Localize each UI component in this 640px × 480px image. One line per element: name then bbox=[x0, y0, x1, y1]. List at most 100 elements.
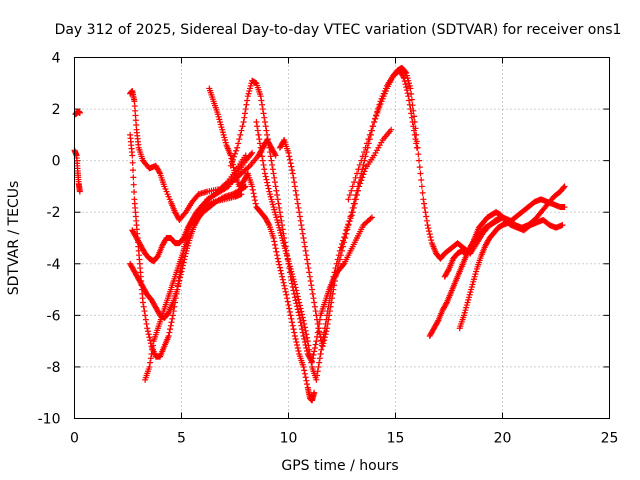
data-point-sample bbox=[304, 256, 311, 263]
data-point bbox=[371, 118, 378, 125]
chart-title: Day 312 of 2025, Sidereal Day-to-day VTE… bbox=[55, 22, 622, 38]
data-point-sample bbox=[342, 235, 349, 241]
data-point-sample bbox=[307, 277, 314, 284]
x-axis-label: GPS time / hours bbox=[281, 458, 398, 474]
data-point-sample bbox=[560, 184, 567, 191]
data-point-sample bbox=[262, 123, 269, 130]
data-point-sample bbox=[322, 331, 329, 338]
data-point-sample bbox=[294, 303, 301, 310]
data-point-sample bbox=[314, 372, 321, 379]
data-point-sample bbox=[278, 217, 285, 224]
data-point bbox=[407, 85, 414, 92]
data-point-sample bbox=[303, 377, 310, 384]
data-point bbox=[249, 149, 256, 156]
data-point bbox=[285, 149, 292, 156]
data-point-sample bbox=[266, 149, 273, 156]
data-point-sample bbox=[418, 176, 425, 183]
data-point-sample bbox=[297, 217, 304, 224]
data-point-sample bbox=[286, 153, 293, 160]
data-point-sample bbox=[275, 200, 282, 207]
data-point-sample bbox=[273, 187, 280, 194]
data-point-sample bbox=[316, 355, 323, 362]
data-point-sample bbox=[182, 253, 189, 260]
data-point-sample bbox=[296, 209, 303, 216]
x-tick-label: 5 bbox=[177, 431, 186, 447]
data-point-sample bbox=[176, 277, 183, 284]
data-point-sample bbox=[305, 265, 312, 272]
data-point-sample bbox=[403, 87, 410, 94]
data-point-sample bbox=[129, 159, 136, 166]
data-point-sample bbox=[400, 73, 407, 80]
data-point-sample bbox=[416, 164, 423, 171]
series-sat-n bbox=[441, 209, 566, 280]
data-point-sample bbox=[304, 260, 311, 267]
data-point bbox=[240, 118, 247, 125]
data-point-sample bbox=[356, 161, 363, 168]
data-point-sample bbox=[301, 239, 308, 246]
x-tick-label: 0 bbox=[70, 431, 79, 447]
x-tick-label: 15 bbox=[387, 431, 405, 447]
data-point-sample bbox=[256, 140, 263, 147]
data-point bbox=[257, 144, 264, 151]
data-point-sample bbox=[299, 314, 306, 321]
data-point-sample bbox=[323, 328, 330, 335]
data-point-sample bbox=[330, 286, 337, 293]
data-point-sample bbox=[423, 217, 430, 224]
data-point-sample bbox=[297, 305, 304, 312]
data-point-sample bbox=[308, 282, 315, 289]
data-point-sample bbox=[294, 306, 301, 313]
data-point-sample bbox=[341, 234, 348, 241]
data-point-sample bbox=[334, 265, 341, 272]
data-point-sample bbox=[130, 174, 137, 181]
data-point bbox=[144, 325, 151, 332]
data-point-sample bbox=[324, 320, 331, 327]
data-point-sample bbox=[274, 192, 281, 199]
data-point bbox=[261, 170, 268, 177]
data-point-sample bbox=[422, 209, 429, 216]
data-point-sample bbox=[265, 140, 272, 147]
data-point bbox=[368, 214, 375, 221]
data-point-sample bbox=[353, 187, 360, 194]
data-point-sample bbox=[310, 295, 317, 302]
data-point-sample bbox=[237, 131, 244, 138]
data-point-sample bbox=[147, 359, 154, 366]
data-point-sample bbox=[341, 239, 348, 246]
data-point bbox=[253, 118, 260, 125]
data-point-sample bbox=[307, 355, 314, 362]
data-point bbox=[270, 170, 277, 177]
data-point-sample bbox=[167, 326, 174, 333]
data-point-sample bbox=[278, 270, 285, 277]
data-point-sample bbox=[413, 131, 420, 138]
data-point-sample bbox=[286, 156, 293, 163]
y-tick-label: -10 bbox=[38, 412, 61, 428]
data-point-sample bbox=[145, 331, 152, 338]
data-point-sample bbox=[147, 355, 154, 362]
data-point bbox=[309, 358, 316, 365]
data-point-sample bbox=[329, 295, 336, 302]
data-point bbox=[304, 338, 311, 345]
data-point bbox=[266, 144, 273, 151]
data-point-sample bbox=[175, 280, 182, 287]
data-point-sample bbox=[294, 290, 301, 297]
data-point-sample bbox=[143, 320, 150, 327]
data-point bbox=[353, 170, 360, 177]
data-point bbox=[328, 299, 335, 306]
data-point-sample bbox=[296, 315, 303, 322]
data-point-sample bbox=[254, 127, 261, 134]
data-point-sample bbox=[250, 190, 257, 197]
data-point-sample bbox=[357, 180, 364, 187]
data-point-sample bbox=[343, 230, 350, 237]
data-point-sample bbox=[271, 174, 278, 181]
data-point-sample bbox=[269, 166, 276, 173]
data-point bbox=[351, 196, 358, 203]
series-sat-g bbox=[142, 137, 279, 383]
data-point-sample bbox=[286, 305, 293, 312]
data-point-sample bbox=[352, 174, 359, 181]
data-point-sample bbox=[402, 69, 409, 76]
data-point-sample bbox=[149, 342, 156, 349]
data-point-sample bbox=[368, 127, 375, 134]
data-point-sample bbox=[286, 308, 293, 315]
data-point bbox=[317, 351, 324, 358]
data-point-sample bbox=[421, 200, 428, 207]
grid-layer bbox=[74, 57, 610, 419]
